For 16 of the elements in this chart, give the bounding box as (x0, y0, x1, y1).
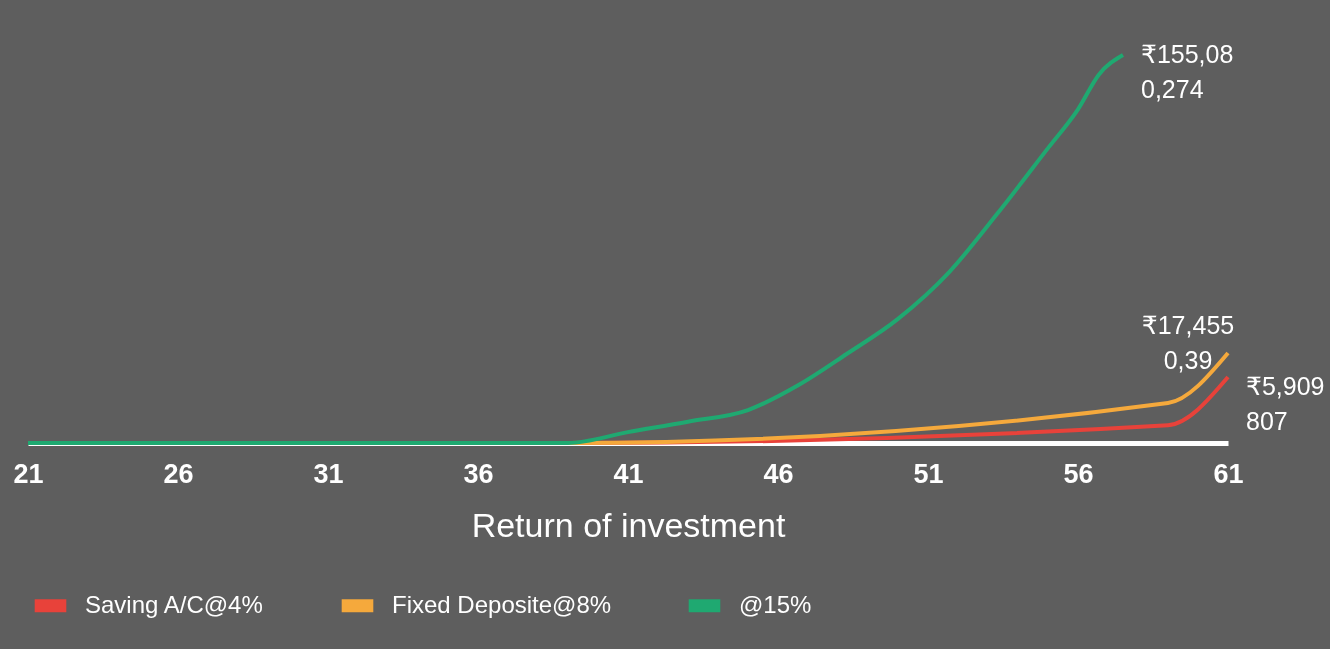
x-tick-label: 46 (763, 458, 794, 489)
x-tick-label: 31 (313, 458, 344, 489)
legend-label: Saving A/C@4% (85, 590, 263, 618)
x-tick-label: 36 (463, 458, 494, 489)
text: ₹5,909 807 (1246, 372, 1325, 436)
x-tick-label: 56 (1063, 458, 1094, 489)
legend-label: @15% (739, 590, 812, 618)
x-tick-label: 21 (13, 458, 44, 489)
x-tick-label: 26 (163, 458, 194, 489)
annotation: ₹155,08 0,274 (1141, 40, 1234, 103)
x-tick-label: 51 (913, 458, 944, 489)
annotation: ₹17,455 0,39 (1141, 310, 1235, 374)
x-axis-title: Return of investment (471, 505, 786, 544)
x-tick-label: 41 (613, 458, 644, 489)
x-tick-label: 61 (1213, 458, 1244, 489)
legend-label: Fixed Deposite@8% (392, 590, 612, 618)
